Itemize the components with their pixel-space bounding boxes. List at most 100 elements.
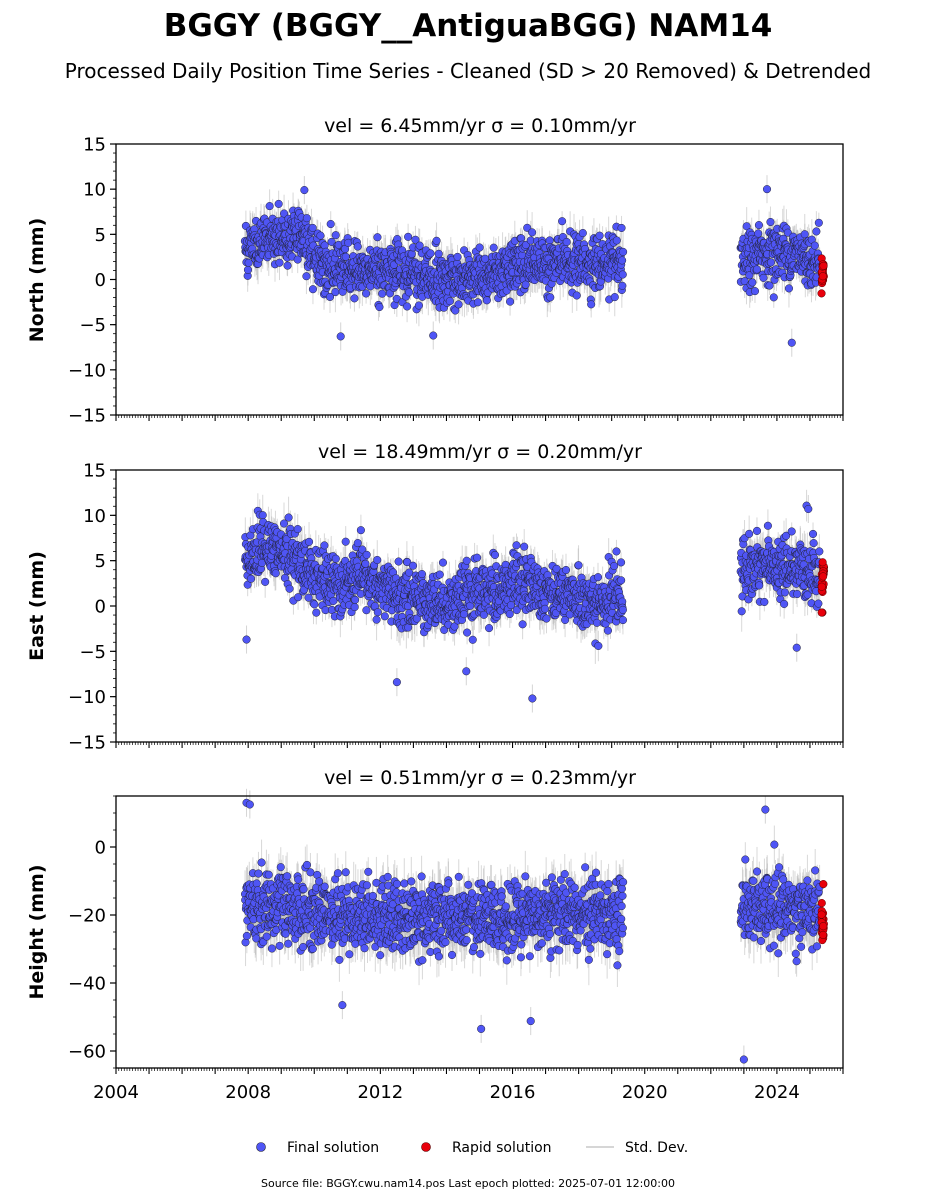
final-solution-point bbox=[506, 297, 515, 306]
final-solution-point bbox=[283, 261, 292, 270]
final-solution-point bbox=[336, 332, 345, 341]
final-solution-point bbox=[426, 249, 435, 258]
final-solution-point bbox=[769, 293, 778, 302]
final-solution-point bbox=[617, 223, 626, 233]
final-solution-point bbox=[265, 202, 274, 211]
final-solution-point bbox=[353, 242, 362, 251]
east-panel-title: vel = 18.49mm/yr σ = 0.20mm/yr bbox=[318, 441, 642, 463]
final-solution-point bbox=[308, 285, 317, 294]
final-solution-point bbox=[489, 243, 498, 252]
final-solution-point bbox=[432, 236, 441, 245]
final-solution-point bbox=[280, 209, 289, 218]
rapid-solution-point bbox=[819, 261, 828, 270]
final-solution-point bbox=[619, 247, 628, 256]
final-solution-point bbox=[326, 219, 335, 229]
final-solution-point bbox=[302, 214, 311, 223]
figure-title: BGGY (BGGY__AntiguaBGG) NAM14 bbox=[164, 8, 773, 44]
y-tick-label: 15 bbox=[83, 135, 106, 156]
final-solution-point bbox=[454, 300, 463, 309]
final-solution-point bbox=[562, 237, 571, 247]
final-solution-point bbox=[521, 280, 530, 289]
final-solution-point bbox=[750, 287, 760, 296]
final-solution-point bbox=[316, 231, 325, 240]
rapid-solution-point bbox=[818, 272, 827, 281]
final-solution-point bbox=[445, 297, 454, 306]
final-solution-point bbox=[812, 227, 821, 236]
y-tick-label: 10 bbox=[83, 180, 106, 201]
final-solution-point bbox=[415, 241, 424, 250]
final-solution-point bbox=[246, 574, 256, 583]
final-solution-point bbox=[578, 229, 587, 238]
final-solution-point bbox=[373, 233, 382, 242]
final-solution-points bbox=[241, 501, 824, 703]
final-solution-point bbox=[434, 249, 443, 258]
final-solution-point bbox=[411, 235, 420, 244]
east-panel: vel = 18.49mm/yr σ = 0.20mm/yr East (mm)… bbox=[26, 441, 844, 754]
final-solution-point bbox=[261, 577, 270, 586]
final-solution-point bbox=[405, 288, 414, 297]
final-solution-point bbox=[595, 231, 604, 240]
y-tick-label: −15 bbox=[68, 406, 106, 427]
final-solution-point bbox=[766, 217, 775, 227]
east-y-axis-label: East (mm) bbox=[26, 551, 48, 661]
final-solution-point bbox=[453, 252, 462, 261]
final-solution-point bbox=[810, 241, 819, 250]
final-solution-point bbox=[308, 223, 317, 232]
final-solution-point bbox=[800, 230, 809, 239]
final-solution-point bbox=[366, 282, 375, 291]
final-solution-point bbox=[814, 218, 823, 227]
final-solution-point bbox=[275, 258, 284, 267]
north-y-axis-label: North (mm) bbox=[26, 218, 48, 343]
final-solution-point bbox=[331, 287, 340, 297]
final-solution-point bbox=[378, 289, 387, 298]
final-solution-point bbox=[244, 258, 253, 267]
final-solution-point bbox=[759, 273, 768, 282]
final-solution-point bbox=[327, 237, 336, 246]
final-solution-point bbox=[618, 281, 627, 290]
final-solution-point bbox=[403, 302, 412, 311]
final-solution-point bbox=[572, 291, 581, 300]
final-solution-point bbox=[475, 243, 484, 252]
final-solution-point bbox=[243, 265, 253, 274]
final-solution-point bbox=[407, 249, 416, 258]
figure-subtitle: Processed Daily Position Time Series - C… bbox=[65, 59, 871, 83]
final-solution-point bbox=[482, 296, 491, 305]
final-solution-point bbox=[558, 217, 567, 226]
final-solution-point bbox=[748, 278, 757, 287]
final-solution-point bbox=[274, 199, 283, 208]
final-solution-point bbox=[404, 232, 413, 241]
north-panel: vel = 6.45mm/yr σ = 0.10mm/yr North (mm)… bbox=[26, 115, 844, 427]
rapid-solution-point bbox=[817, 289, 826, 298]
final-solution-point bbox=[587, 300, 596, 309]
final-solution-point bbox=[618, 270, 627, 279]
final-solution-point bbox=[300, 186, 309, 195]
final-solution-point bbox=[350, 294, 359, 303]
final-solution-point bbox=[414, 301, 423, 310]
final-solution-point bbox=[258, 511, 267, 520]
final-solution-point bbox=[784, 284, 794, 293]
y-tick-label: 0 bbox=[95, 270, 106, 291]
final-solution-point bbox=[612, 236, 621, 245]
final-solution-point bbox=[528, 228, 537, 237]
final-solution-point bbox=[473, 298, 482, 307]
final-solution-point bbox=[302, 272, 311, 281]
north-panel-title: vel = 6.45mm/yr σ = 0.10mm/yr bbox=[324, 115, 636, 137]
final-solution-point bbox=[754, 221, 763, 230]
final-solution-point bbox=[754, 229, 763, 238]
final-solution-point bbox=[375, 302, 384, 312]
rapid-solution-points bbox=[817, 254, 828, 298]
final-solution-point bbox=[766, 258, 776, 267]
final-solution-point bbox=[325, 292, 335, 301]
y-tick-label: −10 bbox=[68, 360, 106, 381]
final-solution-points bbox=[240, 185, 824, 347]
final-solution-point bbox=[293, 255, 302, 264]
y-tick-label: −5 bbox=[79, 315, 106, 336]
final-solution-point bbox=[762, 185, 772, 194]
final-solution-point bbox=[787, 338, 796, 347]
final-solution-point bbox=[610, 293, 619, 302]
y-tick-label: 5 bbox=[95, 225, 106, 246]
final-solution-point bbox=[546, 293, 555, 302]
final-solution-point bbox=[429, 331, 438, 340]
final-solution-point bbox=[618, 256, 627, 265]
